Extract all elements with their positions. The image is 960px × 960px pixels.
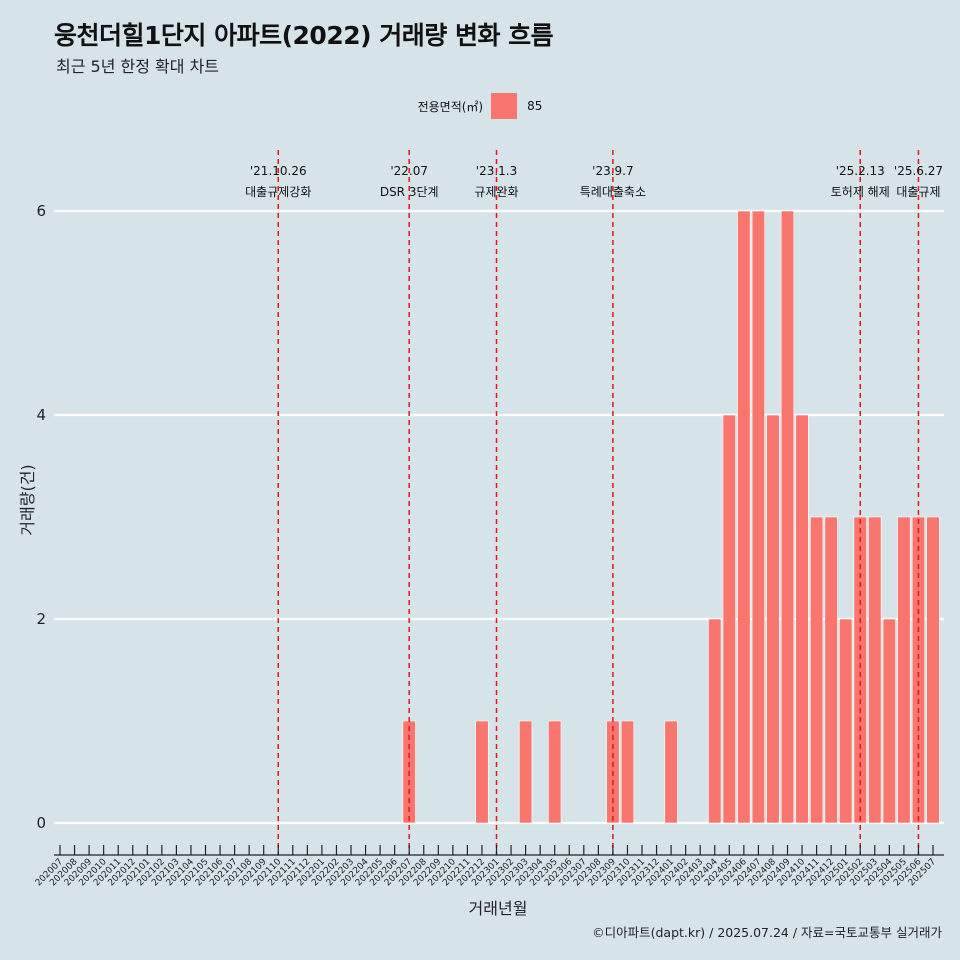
event-date: '23.1.3 [476,164,517,178]
bar [809,516,824,824]
legend-title: 전용면적(㎡) [417,99,484,114]
event-date: '25.6.27 [894,164,943,178]
bar [897,516,911,824]
event-markers: '21.10.26 대출규제강화 '22.07 DSR 3단계 '23.1.3 규제완화 '… [245,150,943,855]
y-tick-label: 4 [36,406,46,424]
bar [737,210,751,824]
event-date: '25.2.13 [836,164,885,178]
event-label: 대출규제 [896,185,940,199]
event-date: '21.10.26 [250,164,307,178]
bar [824,516,838,824]
axes: 2020072020082020092020102020112020122021… [34,845,944,888]
bar [926,516,940,824]
y-axis-title: 거래량(건) [18,464,37,535]
y-tick-label: 0 [36,814,46,832]
legend-entry: 85 [527,99,543,113]
bar [722,414,736,824]
bar [766,414,780,824]
credit-text: ©디아파트(dapt.kr) / 2025.07.24 / 자료=국토교통부 실… [592,925,942,940]
chart-title: 웅천더힐1단지 아파트(2022) 거래량 변화 흐름 [54,21,554,50]
event-label: 토허제 해제 [831,185,890,199]
bar [620,720,635,824]
event-label: DSR 3단계 [380,185,439,199]
bar [795,414,809,824]
bar [751,210,765,824]
event-label: 대출규제강화 [245,185,311,199]
legend-swatch [491,93,518,119]
bar [780,210,795,824]
bar [518,720,533,824]
bar [868,516,882,824]
bar [911,516,926,824]
bar [882,618,896,824]
y-tick-label: 6 [36,202,46,220]
bar [664,720,678,824]
x-axis-title: 거래년월 [469,899,528,918]
bar [708,618,722,824]
event-label: 특례대출축소 [580,185,646,199]
legend: 전용면적(㎡) 85 [0,93,960,119]
y-tick-label: 2 [36,610,46,628]
bar [475,720,489,824]
bar [853,516,867,824]
event-date: '23.9.7 [592,164,633,178]
event-date: '22.07 [390,164,428,178]
bar [548,720,562,824]
chart-subtitle: 최근 5년 한정 확대 차트 [56,57,220,76]
event-label: 규제완화 [474,185,518,199]
bar [839,618,853,824]
bars [402,210,940,824]
